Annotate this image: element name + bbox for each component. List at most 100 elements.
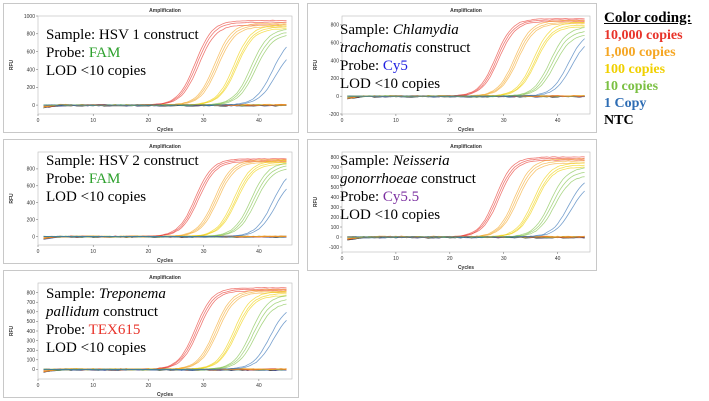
y-tick-label: 400: [27, 329, 36, 335]
y-tick-label: 200: [331, 76, 340, 82]
series-line: [43, 188, 287, 238]
series-line: [347, 190, 585, 238]
x-tick-label: 30: [501, 118, 507, 124]
sample-name: Chlamydia: [392, 22, 459, 38]
x-tick-label: 30: [201, 118, 207, 124]
probe-name: Cy5: [382, 58, 408, 74]
legend-item-10000: 10,000 copies: [604, 28, 683, 43]
legend-item-1000: 1,000 copies: [604, 45, 676, 60]
chart-panel-chlamydia: Amplification 0 10 20 30 40 -200 0 200 400 600 800 C…: [307, 3, 597, 133]
plot-frame: [37, 151, 293, 246]
x-axis-label: Cycles: [458, 127, 474, 133]
y-tick-label: 200: [27, 217, 36, 223]
y-tick-label: 500: [27, 319, 36, 325]
series-line: [43, 59, 287, 106]
probe-prefix: Probe:: [340, 189, 383, 205]
y-tick-label: 400: [331, 58, 340, 64]
legend-item-1: 1 Copy: [604, 96, 647, 111]
y-tick-label: 600: [27, 49, 36, 55]
y-tick-label: 1000: [24, 14, 35, 20]
legend-heading: Color coding:: [604, 10, 692, 26]
sample-prefix: Sample:: [46, 27, 99, 43]
y-axis-label: RFU: [313, 196, 319, 207]
x-tick-label: 0: [37, 383, 40, 389]
chart-title: Amplification: [149, 275, 181, 281]
y-tick-label: 800: [27, 167, 36, 173]
x-tick-label: 0: [37, 118, 40, 124]
y-tick-label: -200: [329, 112, 339, 118]
x-tick-label: 30: [201, 249, 207, 255]
x-tick-label: 40: [555, 256, 561, 262]
lod-text: LOD <10 copies: [340, 207, 441, 223]
y-tick-label: 700: [331, 165, 340, 171]
y-tick-label: 0: [32, 367, 35, 373]
plot-frame: [37, 15, 293, 115]
y-tick-label: 600: [27, 184, 36, 190]
y-tick-label: 600: [331, 175, 340, 181]
chart-title: Amplification: [149, 8, 181, 14]
x-tick-label: 40: [555, 118, 561, 124]
x-axis-label: Cycles: [458, 265, 474, 271]
panel-annotation: Sample: Treponema pallidum construct Pro…: [46, 285, 166, 357]
y-tick-label: 800: [331, 23, 340, 29]
y-tick-label: 0: [336, 94, 339, 100]
x-tick-label: 20: [146, 249, 152, 255]
y-tick-label: 400: [331, 195, 340, 201]
sample-name-line2: pallidum: [46, 304, 100, 320]
x-tick-label: 20: [146, 118, 152, 124]
sample-prefix: Sample:: [340, 22, 393, 38]
y-tick-label: 800: [27, 290, 36, 296]
sample-prefix: Sample:: [46, 286, 99, 302]
probe-prefix: Probe:: [46, 45, 89, 61]
y-tick-label: 400: [27, 67, 36, 73]
color-coding-legend: Color coding: 10,000 copies 1,000 copies…: [604, 10, 692, 129]
sample-suffix: construct: [411, 40, 471, 56]
lod-text: LOD <10 copies: [340, 76, 441, 92]
x-tick-label: 10: [90, 383, 96, 389]
plot-frame: [341, 151, 591, 253]
x-tick-label: 0: [37, 249, 40, 255]
x-axis-label: Cycles: [157, 127, 173, 133]
x-tick-label: 10: [393, 256, 399, 262]
sample-prefix: Sample:: [340, 153, 393, 169]
legend-item-10: 10 copies: [604, 79, 659, 94]
sample-name: HSV 1: [98, 27, 140, 43]
sample-name: Treponema: [98, 286, 166, 302]
y-tick-label: 200: [331, 215, 340, 221]
x-tick-label: 20: [447, 118, 453, 124]
panel-annotation: Sample: HSV 1 construct Probe: FAM LOD <…: [46, 26, 199, 80]
y-tick-label: -100: [329, 245, 339, 251]
series-line: [43, 320, 287, 371]
y-tick-label: 0: [336, 235, 339, 241]
y-tick-label: 0: [32, 103, 35, 109]
probe-prefix: Probe:: [46, 171, 89, 187]
y-tick-label: 100: [27, 358, 36, 364]
x-tick-label: 40: [256, 249, 262, 255]
x-axis-label: Cycles: [157, 392, 173, 398]
chart-panel-hsv1: Amplification 0 10 20 30 40 0 200 400 600 800 1000 C…: [3, 3, 299, 133]
series-line: [347, 46, 585, 97]
lod-text: LOD <10 copies: [46, 189, 147, 205]
x-tick-label: 10: [90, 118, 96, 124]
y-tick-label: 800: [331, 155, 340, 161]
y-axis-label: RFU: [9, 59, 15, 70]
x-tick-label: 30: [501, 256, 507, 262]
chart-panel-neisseria: Amplification 0 10 20 30 40 -100 0 100 200 300 400 5…: [307, 139, 597, 271]
sample-name: Neisseria: [392, 153, 450, 169]
probe-name: FAM: [88, 45, 121, 61]
y-axis-label: RFU: [9, 193, 15, 204]
y-tick-label: 100: [331, 225, 340, 231]
chart-title: Amplification: [450, 8, 482, 14]
x-tick-label: 0: [341, 118, 344, 124]
sample-name: HSV 2: [98, 153, 140, 169]
chart-title: Amplification: [149, 144, 181, 150]
lod-text: LOD <10 copies: [46, 340, 147, 356]
y-tick-label: 200: [27, 85, 36, 91]
y-tick-label: 300: [27, 338, 36, 344]
y-tick-label: 800: [27, 32, 36, 38]
